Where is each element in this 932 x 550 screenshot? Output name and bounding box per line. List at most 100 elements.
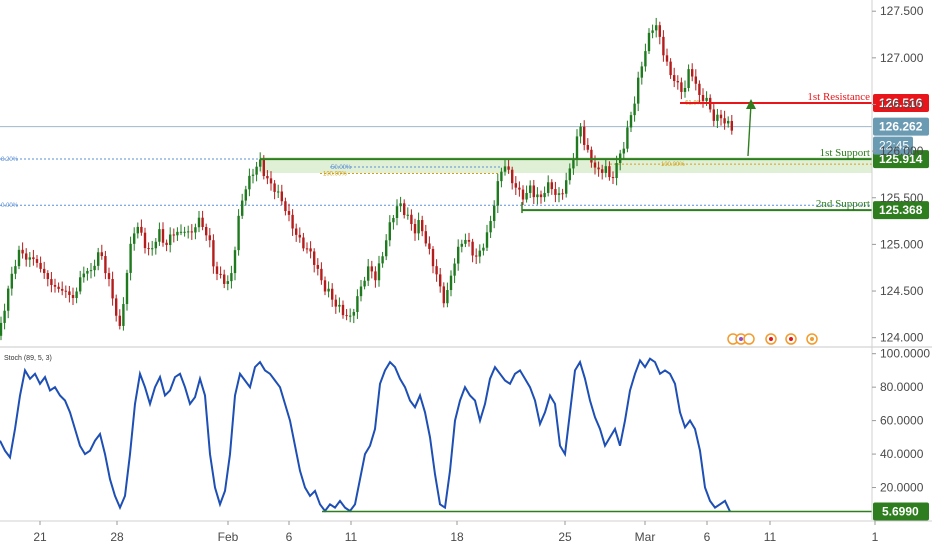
candle-body — [3, 310, 6, 323]
last-price-badge[interactable] — [873, 117, 929, 136]
candle-body — [107, 273, 111, 280]
candle-body — [489, 221, 492, 233]
candle-body — [457, 246, 460, 264]
candle-body — [341, 304, 345, 316]
event-icon-dot — [769, 337, 773, 341]
stoch-tick-label: 40.0000 — [880, 447, 924, 461]
candle-body — [503, 166, 507, 172]
candle-body — [219, 273, 222, 275]
y-tick-label: 127.000 — [880, 51, 924, 65]
candle-body — [208, 235, 211, 241]
candle-body — [97, 252, 100, 266]
candle-body — [25, 253, 28, 260]
candle-body — [493, 205, 496, 222]
stoch-level-badge[interactable] — [873, 502, 929, 521]
candle-body — [464, 239, 467, 244]
candle-body — [583, 126, 586, 145]
event-icon-dot — [739, 337, 743, 341]
candle-body — [547, 182, 550, 193]
candle-body — [669, 61, 672, 76]
candle-body — [435, 266, 438, 275]
candle-body — [712, 109, 715, 121]
candle-body — [629, 115, 633, 128]
candle-body — [89, 270, 93, 272]
candle-body — [32, 257, 35, 260]
x-tick-label: 6 — [704, 530, 711, 544]
candle-body — [10, 273, 13, 289]
candle-body — [694, 76, 697, 84]
candle-body — [565, 180, 568, 194]
candle-body — [295, 228, 298, 235]
x-tick-label: 11 — [764, 530, 777, 544]
candle-body — [309, 248, 312, 252]
candle-body — [161, 229, 165, 243]
candle-body — [248, 175, 251, 190]
y-axis[interactable]: 127.500 127.000 126.500 126.000 125.500 125.0… — [871, 0, 930, 521]
candle-body — [698, 83, 701, 95]
candle-body — [521, 189, 525, 200]
candle-body — [50, 279, 53, 285]
event-icon[interactable] — [743, 333, 755, 345]
candle-body — [352, 312, 355, 316]
candle-body — [205, 226, 208, 236]
candle-body — [331, 288, 334, 300]
candle-body — [7, 288, 10, 311]
fib-label: 100.00% — [323, 172, 347, 178]
stoch-level-label: 5.6990 — [882, 504, 919, 518]
candle-body — [439, 274, 442, 287]
candle-body — [482, 247, 485, 251]
candle-body — [586, 144, 589, 150]
candle-body — [143, 232, 147, 249]
event-icons[interactable] — [727, 333, 818, 345]
candle-body — [608, 166, 611, 178]
last-price-label: 126.262 — [879, 120, 923, 134]
candle-body — [255, 166, 258, 175]
candle-body — [154, 241, 157, 249]
level-badge[interactable] — [873, 201, 929, 220]
candle-body — [129, 243, 132, 273]
y-tick-label: 124.500 — [880, 284, 924, 298]
candle-body — [568, 168, 571, 181]
level-badge-label: 126.516 — [879, 96, 923, 110]
candle-body — [370, 266, 373, 272]
candle-body — [176, 231, 179, 236]
candle-body — [597, 167, 600, 170]
candle-body — [302, 237, 305, 249]
candle-body — [68, 291, 71, 296]
candle-body — [244, 189, 247, 201]
countdown-label: 22:45 — [879, 139, 909, 153]
level-badge[interactable] — [873, 93, 929, 112]
candle-body — [622, 148, 625, 154]
candle-body — [338, 304, 341, 307]
candle-body — [723, 118, 726, 124]
candle-body — [727, 120, 730, 124]
candle-body — [593, 162, 597, 168]
candle-body — [511, 169, 514, 184]
candle-body — [359, 286, 363, 297]
candle-body — [86, 270, 89, 274]
candle-body — [323, 280, 327, 292]
price-pane[interactable]: 8.20%0.00%50.00%100.00%100.00%61.8% 1st … — [0, 17, 929, 345]
candle-body — [655, 25, 658, 31]
x-axis[interactable]: 21 28 Feb 6 11 18 25 Mar 6 11 1 — [0, 520, 932, 544]
candle-body — [277, 191, 280, 193]
candle-body — [485, 232, 489, 248]
candle-body — [611, 177, 615, 179]
candle-body — [79, 277, 82, 292]
candle-body — [676, 81, 679, 83]
candle-body — [421, 220, 424, 232]
candle-body — [467, 239, 471, 242]
stoch-tick-label: 20.0000 — [880, 481, 924, 495]
candle-body — [53, 284, 57, 287]
candle-body — [651, 30, 654, 33]
candle-body — [615, 163, 618, 179]
candle-body — [399, 203, 402, 207]
candle-body — [212, 240, 215, 267]
candle-body — [21, 249, 24, 254]
candle-body — [471, 241, 474, 256]
candle-body — [251, 174, 255, 176]
candle-body — [403, 203, 406, 216]
stoch-pane[interactable]: Stoch (89, 5, 3) — [0, 355, 872, 513]
